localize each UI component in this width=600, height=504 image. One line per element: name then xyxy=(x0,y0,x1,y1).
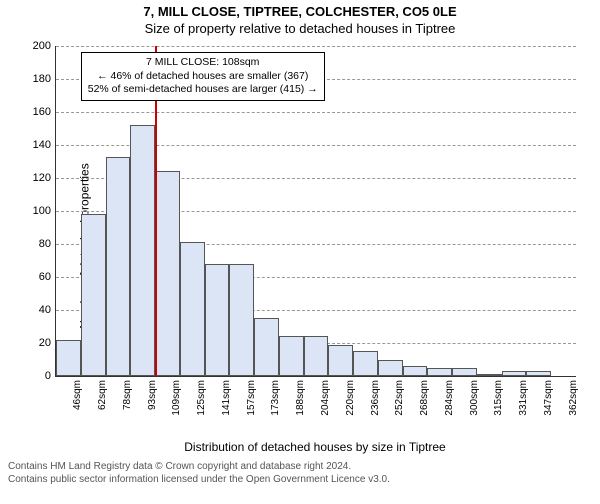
histogram-bar xyxy=(205,264,230,376)
x-tick-label: 188sqm xyxy=(295,380,306,416)
x-axis-label: Distribution of detached houses by size … xyxy=(55,440,575,454)
x-tick-label: 268sqm xyxy=(419,380,430,416)
histogram-bar xyxy=(56,340,81,376)
y-tick-label: 140 xyxy=(26,139,51,151)
x-tick-label: 315sqm xyxy=(493,380,504,416)
x-tick-label: 62sqm xyxy=(97,380,108,410)
y-tick-label: 40 xyxy=(26,304,51,316)
x-tick-label: 141sqm xyxy=(221,380,232,416)
histogram-bar xyxy=(180,242,205,376)
histogram-bar xyxy=(254,318,279,376)
histogram-bar xyxy=(304,336,329,376)
x-tick-label: 300sqm xyxy=(469,380,480,416)
x-tick-label: 347sqm xyxy=(543,380,554,416)
y-tick-label: 180 xyxy=(26,73,51,85)
annotation-box: 7 MILL CLOSE: 108sqm ← 46% of detached h… xyxy=(81,52,325,101)
x-tick-label: 125sqm xyxy=(196,380,207,416)
histogram-bar xyxy=(81,214,106,376)
histogram-bar xyxy=(502,371,527,376)
x-tick-label: 236sqm xyxy=(370,380,381,416)
x-tick-label: 252sqm xyxy=(394,380,405,416)
histogram-chart: Number of detached properties 7 MILL CLO… xyxy=(0,36,600,456)
plot-area: 7 MILL CLOSE: 108sqm ← 46% of detached h… xyxy=(55,46,576,377)
x-tick-label: 204sqm xyxy=(320,380,331,416)
x-tick-label: 157sqm xyxy=(246,380,257,416)
y-tick-label: 20 xyxy=(26,337,51,349)
x-tick-label: 173sqm xyxy=(270,380,281,416)
x-tick-label: 362sqm xyxy=(568,380,579,416)
x-tick-label: 46sqm xyxy=(72,380,83,410)
histogram-bar xyxy=(155,171,180,376)
footer: Contains HM Land Registry data © Crown c… xyxy=(0,456,600,486)
histogram-bar xyxy=(229,264,254,376)
y-tick-label: 160 xyxy=(26,106,51,118)
histogram-bar xyxy=(328,345,353,376)
x-tick-label: 331sqm xyxy=(518,380,529,416)
x-tick-label: 93sqm xyxy=(147,380,158,410)
histogram-bar xyxy=(526,371,551,376)
histogram-bar xyxy=(477,374,502,376)
histogram-bar xyxy=(353,351,378,376)
y-tick-label: 60 xyxy=(26,271,51,283)
annotation-line-2: ← 46% of detached houses are smaller (36… xyxy=(88,70,318,84)
x-tick-label: 220sqm xyxy=(345,380,356,416)
x-tick-label: 109sqm xyxy=(171,380,182,416)
grid-line xyxy=(56,112,576,113)
histogram-bar xyxy=(106,157,131,376)
annotation-line-1: 7 MILL CLOSE: 108sqm xyxy=(88,56,318,70)
page-title-address: 7, MILL CLOSE, TIPTREE, COLCHESTER, CO5 … xyxy=(0,4,600,19)
y-tick-label: 100 xyxy=(26,205,51,217)
x-tick-label: 78sqm xyxy=(122,380,133,410)
y-tick-label: 200 xyxy=(26,40,51,52)
grid-line xyxy=(56,46,576,47)
histogram-bar xyxy=(427,368,452,376)
page-subtitle: Size of property relative to detached ho… xyxy=(0,21,600,36)
histogram-bar xyxy=(279,336,304,376)
x-tick-label: 284sqm xyxy=(444,380,455,416)
footer-line-2: Contains public sector information licen… xyxy=(8,473,592,486)
histogram-bar xyxy=(378,360,403,377)
y-tick-label: 80 xyxy=(26,238,51,250)
annotation-line-3: 52% of semi-detached houses are larger (… xyxy=(88,83,318,97)
histogram-bar xyxy=(452,368,477,376)
histogram-bar xyxy=(130,125,155,376)
y-tick-label: 0 xyxy=(26,370,51,382)
histogram-bar xyxy=(403,366,428,376)
footer-line-1: Contains HM Land Registry data © Crown c… xyxy=(8,460,592,473)
y-tick-label: 120 xyxy=(26,172,51,184)
